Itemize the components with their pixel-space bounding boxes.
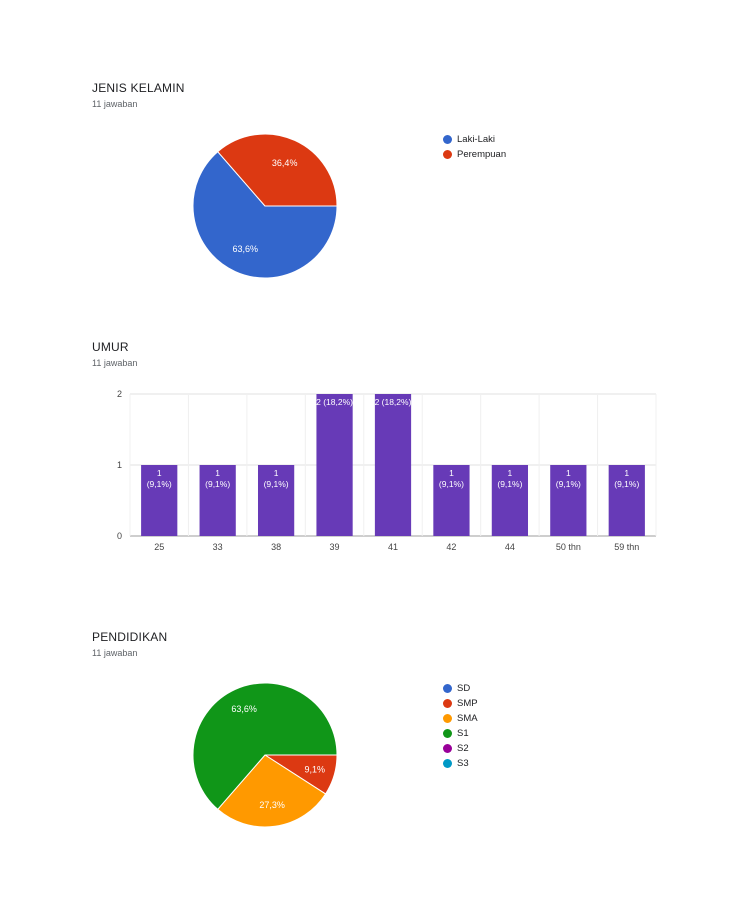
x-tick-label: 59 thn [614,542,639,552]
chart-title: JENIS KELAMIN [92,81,185,95]
x-tick-label: 50 thn [556,542,581,552]
x-tick-label: 42 [446,542,456,552]
bar-50-thn[interactable] [550,465,587,536]
x-tick-label: 33 [213,542,223,552]
bar-38[interactable] [257,465,295,536]
legend-swatch-icon [443,135,452,144]
legend-label: SMA [457,713,478,724]
bar-data-label: 1 (9,1%) [439,468,464,489]
legend-item-sma[interactable]: SMA [443,711,478,726]
x-tick-label: 44 [505,542,515,552]
legend-item-sd[interactable]: SD [443,681,478,696]
pie-slice-label-s1: 63,6% [231,704,257,714]
bar-39[interactable] [316,394,353,536]
legend-label: S3 [457,758,469,769]
chart-gender-section: JENIS KELAMIN 11 jawaban 63,6% 36,4% Laki… [0,0,739,300]
x-tick-label: 41 [388,542,398,552]
legend-swatch-icon [443,729,452,738]
gender-legend: Laki-Laki Perempuan [443,132,506,162]
bar-data-label: 1 (9,1%) [614,468,639,489]
chart-title: UMUR [92,340,129,354]
pie-slice-sma[interactable] [217,754,327,828]
legend-label: SD [457,683,471,694]
bar-data-label: 1 (9,1%) [147,468,172,489]
y-tick-label: 1 [117,460,122,470]
bar-data-label: 1 (9,1%) [497,468,522,489]
gender-pie-chart: 63,6% 36,4% [192,133,338,279]
legend-label: Perempuan [457,149,507,160]
legend-label: SMP [457,698,478,709]
legend-swatch-icon [443,699,452,708]
legend-item-laki-laki[interactable]: Laki-Laki [443,132,506,147]
y-tick-label: 0 [117,531,122,541]
bar-data-label: 2 (18,2%) [375,397,412,407]
legend-item-perempuan[interactable]: Perempuan [443,147,506,162]
x-tick-label: 25 [154,542,164,552]
pie-slice-label-laki-laki: 63,6% [233,244,259,254]
legend-swatch-icon [443,150,452,159]
legend-label: S2 [457,743,469,754]
bar-44[interactable] [491,465,529,536]
bar-41[interactable] [374,394,412,536]
pie-slice-perempuan[interactable] [217,133,338,207]
bar-data-label: 1 (9,1%) [264,468,289,489]
bar-33[interactable] [199,465,236,536]
bar-data-label: 2 (18,2%) [316,397,353,407]
bar-59-thn[interactable] [608,465,645,536]
bar-data-label: 1 (9,1%) [205,468,230,489]
bar-data-label: 1 (9,1%) [556,468,581,489]
bar-25[interactable] [141,465,178,536]
x-tick-label: 38 [271,542,281,552]
chart-title: PENDIDIKAN [92,630,168,644]
pie-slice-label-perempuan: 36,4% [272,158,298,168]
chart-subtitle: 11 jawaban [92,358,138,368]
legend-swatch-icon [443,684,452,693]
legend-item-s1[interactable]: S1 [443,726,478,741]
pie-slice-s1[interactable] [192,682,338,811]
legend-item-smp[interactable]: SMP [443,696,478,711]
pie-slice-label-smp: 9,1% [304,765,325,775]
chart-subtitle: 11 jawaban [92,99,138,109]
education-legend: SD SMP SMA S1 S2 S3 [443,681,478,771]
legend-label: S1 [457,728,469,739]
legend-item-s2[interactable]: S2 [443,741,478,756]
chart-subtitle: 11 jawaban [92,648,138,658]
legend-swatch-icon [443,759,452,768]
legend-swatch-icon [443,714,452,723]
pie-slice-laki-laki[interactable] [192,150,338,279]
pie-slice-smp[interactable] [263,754,338,795]
y-tick-label: 2 [117,389,122,399]
bar-42[interactable] [433,465,470,536]
x-tick-label: 39 [330,542,340,552]
legend-item-s3[interactable]: S3 [443,756,478,771]
legend-swatch-icon [443,744,452,753]
legend-label: Laki-Laki [457,134,496,145]
pie-slice-label-sma: 27,3% [259,800,285,810]
